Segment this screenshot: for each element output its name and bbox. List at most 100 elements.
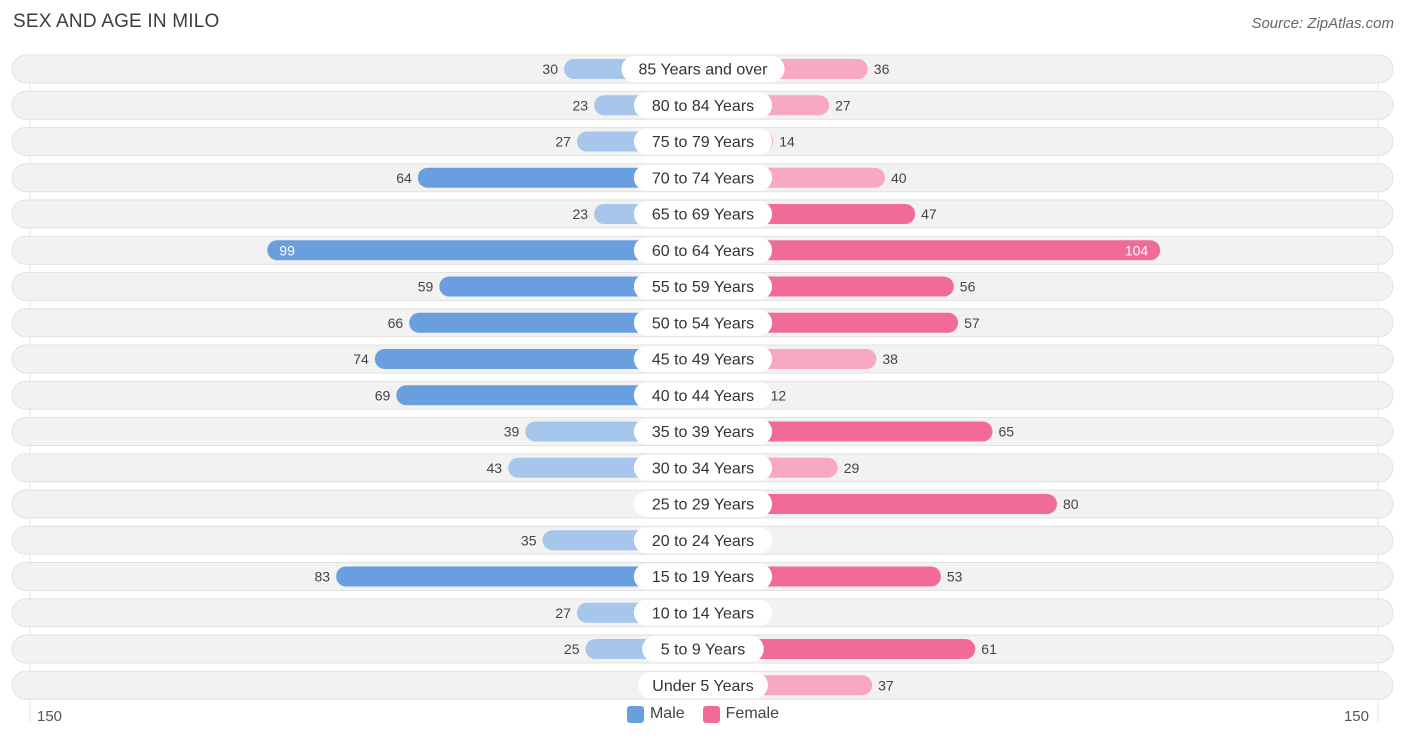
- category-pill: [633, 382, 773, 409]
- value-label-female: 56: [960, 279, 976, 295]
- value-label-male: 35: [521, 532, 537, 548]
- legend: Male Female: [0, 705, 1406, 723]
- value-label-female: 65: [999, 424, 1015, 440]
- bar-female: [703, 639, 976, 659]
- category-pill: [633, 454, 773, 481]
- row-15-to-19-years: 83 53 15 to 19 Years: [11, 562, 1394, 591]
- category-pill: [633, 237, 773, 264]
- bar-female: [703, 494, 1057, 514]
- value-label-female: 80: [1063, 496, 1079, 512]
- row-5-to-9-years: 25 61 5 to 9 Years: [11, 634, 1394, 664]
- category-label: 20 to 24 Years: [652, 533, 754, 550]
- category-pill: [633, 201, 773, 227]
- category-label: 35 to 39 Years: [652, 424, 754, 441]
- value-label-female: 38: [882, 351, 898, 367]
- category-label: Under 5 Years: [652, 678, 753, 695]
- value-label-male: 66: [388, 315, 404, 331]
- category-label: 70 to 74 Years: [652, 170, 754, 187]
- category-pill: [633, 418, 773, 445]
- category-pill: [633, 309, 773, 336]
- row-65-to-69-years: 23 47 65 to 69 Years: [11, 199, 1394, 229]
- category-pill: [633, 164, 773, 191]
- category-pill: [621, 56, 785, 82]
- value-label-female: 12: [771, 387, 787, 403]
- value-label-female: 47: [921, 206, 937, 222]
- category-label: 50 to 54 Years: [652, 315, 754, 332]
- bar-male: [409, 312, 703, 333]
- category-pill: [633, 92, 773, 119]
- row-80-to-84-years: 23 27 80 to 84 Years: [11, 90, 1394, 120]
- category-label: 85 Years and over: [639, 62, 769, 79]
- value-label-female: 27: [835, 97, 851, 113]
- value-label-male: 64: [396, 170, 412, 186]
- category-pill: [638, 672, 768, 699]
- row-55-to-59-years: 59 56 55 to 59 Years: [11, 272, 1394, 301]
- value-label-male: 30: [542, 61, 558, 77]
- row-85-years-and-over: 30 36 85 Years and over: [11, 54, 1394, 84]
- value-label-male: 39: [504, 424, 520, 440]
- legend-label-male: Male: [649, 705, 685, 722]
- category-pill: [633, 491, 773, 517]
- category-label: 40 to 44 Years: [652, 388, 754, 405]
- value-label-female: 40: [891, 170, 907, 186]
- value-label-male: 59: [418, 279, 434, 295]
- category-label: 60 to 64 Years: [652, 243, 754, 260]
- category-label: 55 to 59 Years: [652, 279, 754, 296]
- value-label-male: 23: [573, 97, 589, 113]
- row-60-to-64-years: 99 104 60 to 64 Years: [11, 235, 1394, 265]
- category-label: 5 to 9 Years: [661, 642, 746, 659]
- row-50-to-54-years: 66 57 50 to 54 Years: [11, 308, 1394, 338]
- row-under-5-years: 537Under 5 Years: [11, 670, 1394, 700]
- value-label-female: 57: [964, 315, 980, 331]
- chart-title: SEX AND AGE IN MILO: [13, 11, 220, 32]
- value-label-male: 27: [555, 605, 571, 621]
- row-25-to-29-years: 78025 to 29 Years: [11, 489, 1394, 519]
- value-label-female: 36: [874, 61, 890, 77]
- category-label: 25 to 29 Years: [652, 497, 754, 514]
- legend-swatch-female: [702, 705, 720, 723]
- value-label-male: 25: [564, 641, 580, 657]
- value-label-male: 99: [279, 242, 295, 258]
- bar-male: [374, 349, 703, 369]
- value-label-female: 14: [779, 134, 795, 150]
- row-75-to-79-years: 27 14 75 to 79 Years: [11, 127, 1394, 156]
- category-label: 45 to 49 Years: [652, 352, 754, 369]
- category-pill: [633, 563, 773, 590]
- category-label: 80 to 84 Years: [652, 98, 754, 115]
- category-pill: [642, 636, 764, 662]
- category-pill: [633, 273, 773, 300]
- legend-item-female[interactable]: Female: [702, 705, 779, 723]
- category-pill: [633, 128, 773, 155]
- row-70-to-74-years: 64 40 70 to 74 Years: [11, 163, 1394, 193]
- category-pill: [633, 599, 773, 626]
- bar-male: [396, 385, 703, 406]
- value-label-female: 29: [844, 460, 860, 476]
- category-label: 30 to 34 Years: [652, 460, 754, 477]
- value-label-female: 61: [981, 641, 997, 657]
- category-label: 15 to 19 Years: [652, 569, 754, 586]
- category-label: 65 to 69 Years: [652, 207, 754, 224]
- row-30-to-34-years: 43 29 30 to 34 Years: [11, 453, 1394, 483]
- row-40-to-44-years: 69 12 40 to 44 Years: [11, 380, 1394, 410]
- axis-right-label: 150: [1343, 708, 1369, 725]
- value-label-male: 83: [315, 569, 331, 585]
- value-label-male: 27: [555, 134, 571, 150]
- row-10-to-14-years: 27910 to 14 Years: [11, 598, 1394, 628]
- value-label-male: 23: [573, 206, 589, 222]
- value-label-female: 53: [947, 569, 963, 585]
- row-20-to-24-years: 35020 to 24 Years: [11, 525, 1394, 555]
- category-pill: [633, 527, 773, 554]
- value-label-male: 43: [487, 460, 503, 476]
- row-35-to-39-years: 39 65 35 to 39 Years: [11, 417, 1394, 446]
- row-45-to-49-years: 74 38 45 to 49 Years: [11, 344, 1394, 374]
- legend-item-male[interactable]: Male: [626, 705, 685, 723]
- legend-swatch-male: [626, 705, 644, 723]
- value-label-male: 69: [375, 387, 391, 403]
- category-label: 75 to 79 Years: [652, 134, 754, 151]
- bar-male: [267, 240, 703, 261]
- value-label-male: 74: [353, 351, 369, 367]
- bar-female: [703, 240, 1161, 261]
- value-label-female: 37: [878, 677, 894, 693]
